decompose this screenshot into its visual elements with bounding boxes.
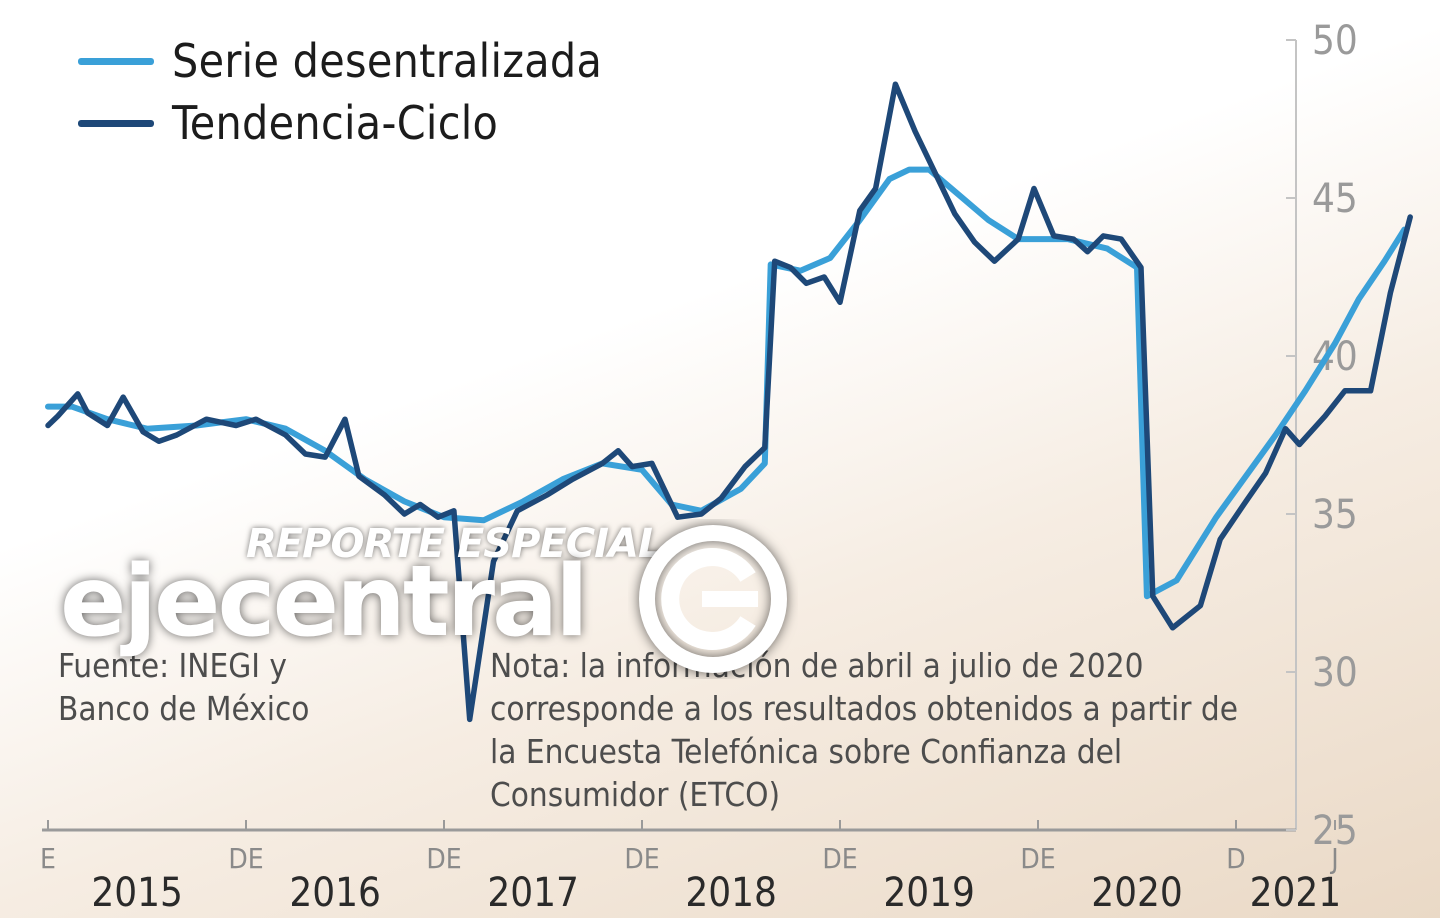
- y-tick-label: 45: [1312, 176, 1358, 222]
- x-month-label: DE: [822, 842, 857, 875]
- series-line-serie-desestacionalizada: [45, 166, 1408, 600]
- x-year-label: 2018: [685, 870, 777, 916]
- series-line-tendencia-ciclo: [45, 81, 1413, 723]
- x-month-label: D: [1226, 842, 1245, 875]
- y-tick-label: 30: [1312, 650, 1358, 696]
- x-month-label: J: [1329, 842, 1338, 875]
- legend-item-tendencia-ciclo: Tendencia-Ciclo: [78, 92, 602, 154]
- x-month-label: DE: [1020, 842, 1055, 875]
- x-year-label: 2017: [487, 870, 579, 916]
- legend-label: Tendencia-Ciclo: [172, 96, 499, 150]
- legend-swatch-light-blue: [78, 57, 154, 65]
- legend-swatch-dark-blue: [78, 119, 154, 127]
- y-tick-label: 25: [1312, 808, 1358, 854]
- x-year-label: 2016: [289, 870, 381, 916]
- series-layer: [45, 81, 1413, 723]
- legend-label: Serie desentralizada: [172, 34, 603, 88]
- legend: Serie desentralizada Tendencia-Ciclo: [78, 30, 602, 154]
- x-month-label: E: [40, 842, 56, 875]
- source-text: Fuente: INEGI y Banco de México: [58, 646, 310, 728]
- x-month-label: DE: [426, 842, 461, 875]
- y-tick-label: 50: [1312, 18, 1358, 64]
- x-year-label: 2021: [1250, 870, 1342, 916]
- watermark-logo-icon: [639, 525, 787, 673]
- legend-item-serie-desestacionalizada: Serie desentralizada: [78, 30, 602, 92]
- watermark-subtitle: REPORTE ESPECIAL: [246, 521, 663, 567]
- x-month-label: DE: [228, 842, 263, 875]
- x-year-label: 2015: [91, 870, 183, 916]
- x-year-label: 2020: [1091, 870, 1183, 916]
- x-year-label: 2019: [883, 870, 975, 916]
- y-tick-label: 35: [1312, 492, 1358, 538]
- x-month-label: DE: [624, 842, 659, 875]
- watermark-brand: ejecentral: [60, 545, 589, 659]
- note-text: Nota: la información de abril a julio de…: [490, 646, 1239, 814]
- watermark: REPORTE ESPECIAL ejecentral: [60, 515, 820, 675]
